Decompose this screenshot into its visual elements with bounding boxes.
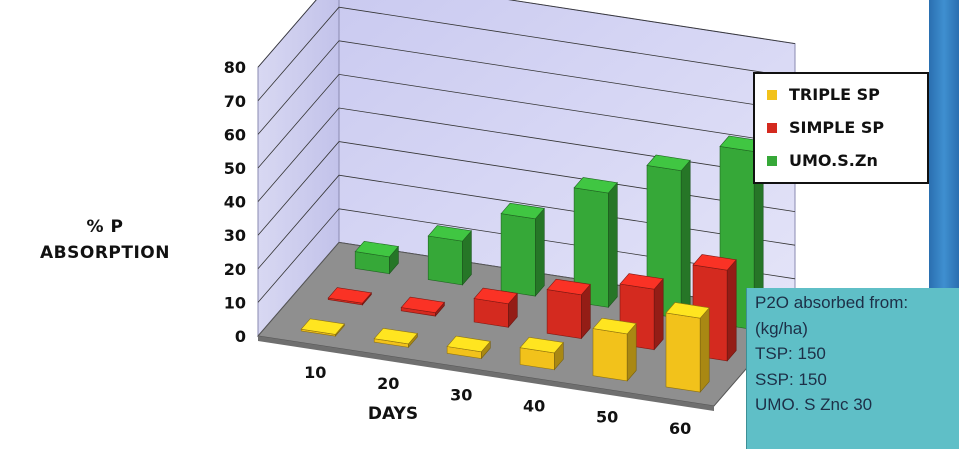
bar-side-face <box>534 207 545 297</box>
bar-umo-s-zn-40 <box>573 177 618 309</box>
bar-top-face <box>619 273 664 290</box>
bar-simple-sp-30 <box>473 287 518 329</box>
bar-top-face <box>500 202 545 220</box>
y-tick-label: 50 <box>224 159 246 178</box>
info-line-5: UMO. S Znc 30 <box>755 395 873 414</box>
bar-triple-sp-40 <box>519 336 564 371</box>
bar-triple-sp-50 <box>592 317 637 382</box>
y-tick-label: 70 <box>224 92 246 111</box>
bar-side-face <box>699 306 710 393</box>
bar-top-face <box>473 287 518 305</box>
info-line-4: SSP: 150 <box>755 369 827 389</box>
bar-umo-s-zn-20 <box>427 225 472 286</box>
gridline <box>257 73 796 169</box>
gridline <box>257 40 796 135</box>
bar-triple-sp-20 <box>373 327 418 349</box>
bar-top-face <box>427 225 472 242</box>
gridline <box>257 208 796 303</box>
legend-item-triple-sp: TRIPLE SP <box>767 78 927 111</box>
bar-top-face <box>400 296 445 314</box>
bar-triple-sp-60 <box>665 302 710 393</box>
info-line-2: (kg/ha) <box>755 318 808 338</box>
bar-triple-sp-30 <box>446 335 491 360</box>
y-tick-label: 10 <box>224 293 246 312</box>
bar-front-face <box>427 235 463 286</box>
bar-front-face <box>546 289 582 339</box>
x-tick-label: 20 <box>377 374 399 393</box>
bar-side-face <box>653 277 664 351</box>
bar-top-face <box>592 317 637 335</box>
x-axis-title: DAYS <box>367 404 419 424</box>
info-line-3: TSP: 150 <box>755 344 826 363</box>
bar-umo-s-zn-30 <box>500 202 545 297</box>
bar-front-face <box>592 328 628 382</box>
bar-top-face <box>327 287 372 304</box>
bar-triple-sp-10 <box>300 318 345 337</box>
y-axis-title-line-2: ABSORPTION <box>40 243 170 263</box>
bar-top-face <box>692 254 737 271</box>
y-axis-title: % P ABSORPTION <box>10 214 200 266</box>
decorative-blue-band <box>929 0 959 290</box>
bar-top-face <box>300 318 345 335</box>
gridline <box>257 141 796 236</box>
y-tick-label: 40 <box>224 193 246 212</box>
bar-top-face <box>665 302 710 319</box>
bar-front-face <box>665 312 701 393</box>
bar-top-face <box>373 327 418 345</box>
x-tick-label: 40 <box>523 396 545 415</box>
floor-edge <box>258 336 714 411</box>
bar-top-face <box>573 177 618 194</box>
info-line-1: P2O absorbed from: <box>755 293 909 312</box>
legend-swatch-umo-s-zn <box>767 155 777 166</box>
x-tick-label: 50 <box>596 408 618 427</box>
y-tick-label: 80 <box>224 58 246 77</box>
y-tick-label: 60 <box>224 125 246 144</box>
bar-top-face <box>519 336 564 354</box>
bar-side-face <box>680 159 691 320</box>
bar-front-face <box>500 213 536 297</box>
legend-label-simple-sp: SIMPLE SP <box>789 118 885 137</box>
bar-top-face <box>446 335 491 353</box>
gridline <box>257 107 796 202</box>
bar-simple-sp-20 <box>400 296 445 317</box>
bar-umo-s-zn-10 <box>354 240 399 275</box>
legend-swatch-triple-sp <box>767 89 777 100</box>
gridline <box>257 6 796 102</box>
legend-item-umo-s-zn: UMO.S.Zn <box>767 144 927 177</box>
gridline <box>257 0 796 68</box>
legend-label-umo-s-zn: UMO.S.Zn <box>789 151 878 170</box>
gridline <box>257 174 796 270</box>
x-tick-label: 30 <box>450 385 472 404</box>
y-tick-label: 30 <box>224 226 246 245</box>
y-axis-title-line-1: % P <box>86 217 124 237</box>
legend-swatch-simple-sp <box>767 122 777 133</box>
y-tick-label: 20 <box>224 260 246 279</box>
bar-simple-sp-10 <box>327 287 372 306</box>
legend-label-triple-sp: TRIPLE SP <box>789 85 880 104</box>
x-tick-label: 10 <box>304 363 326 382</box>
x-tick-label: 60 <box>669 419 691 438</box>
y-tick-label: 0 <box>235 327 246 346</box>
bar-simple-sp-40 <box>546 278 591 340</box>
bar-side-face <box>726 258 737 362</box>
bar-top-face <box>646 154 691 172</box>
chart-legend: TRIPLE SP SIMPLE SP UMO.S.Zn <box>753 72 929 184</box>
legend-item-simple-sp: SIMPLE SP <box>767 111 927 144</box>
bar-top-face <box>354 240 399 258</box>
info-box: P2O absorbed from: (kg/ha) TSP: 150 SSP:… <box>746 288 959 449</box>
bar-top-face <box>546 278 591 296</box>
bar-side-face <box>607 181 618 309</box>
